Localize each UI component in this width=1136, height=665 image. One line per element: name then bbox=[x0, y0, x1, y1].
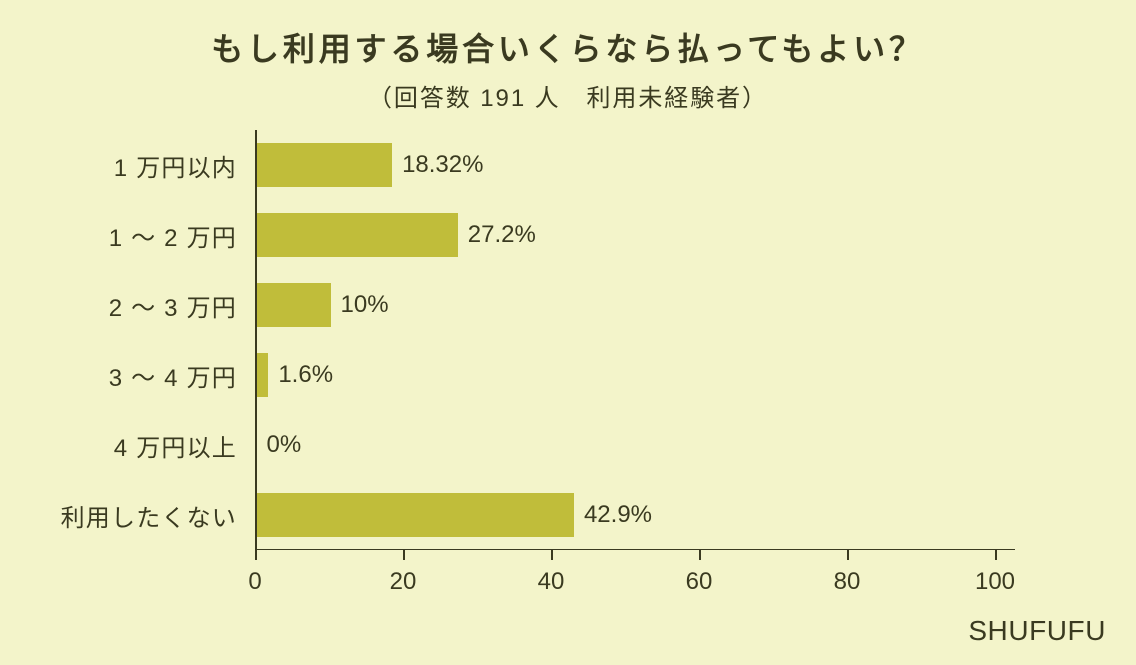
category-label: 1 〜 2 万円 bbox=[109, 218, 255, 253]
bar-row: 1 万円以内 18.32% bbox=[255, 130, 995, 200]
x-tick-label: 40 bbox=[538, 568, 565, 596]
bar-row: 利用したくない 42.9% bbox=[255, 480, 995, 550]
category-label: 4 万円以上 bbox=[114, 428, 255, 463]
plot-area: 1 万円以内 18.32% 1 〜 2 万円 27.2% 2 〜 3 万円 10… bbox=[255, 130, 995, 550]
footer-brand: SHUFUFU bbox=[968, 615, 1106, 647]
x-tick-label: 80 bbox=[834, 568, 861, 596]
bar bbox=[257, 493, 574, 537]
x-tick bbox=[699, 550, 701, 560]
x-tick bbox=[995, 550, 997, 560]
bar-row: 1 〜 2 万円 27.2% bbox=[255, 200, 995, 270]
category-label: 利用したくない bbox=[61, 498, 255, 533]
value-label: 1.6% bbox=[268, 340, 333, 410]
value-label: 18.32% bbox=[392, 130, 483, 200]
x-tick bbox=[847, 550, 849, 560]
x-tick-label: 60 bbox=[686, 568, 713, 596]
bar-row: 3 〜 4 万円 1.6% bbox=[255, 340, 995, 410]
chart-title: もし利用する場合いくらなら払ってもよい？ bbox=[0, 24, 1136, 70]
x-tick bbox=[403, 550, 405, 560]
x-tick-label: 0 bbox=[248, 568, 261, 596]
value-label: 42.9% bbox=[574, 480, 652, 550]
chart-canvas: もし利用する場合いくらなら払ってもよい？ （回答数 191 人 利用未経験者） … bbox=[0, 0, 1136, 665]
bar bbox=[257, 283, 331, 327]
value-label: 10% bbox=[331, 270, 389, 340]
x-tick-label: 20 bbox=[390, 568, 417, 596]
x-tick bbox=[551, 550, 553, 560]
category-label: 1 万円以内 bbox=[114, 148, 255, 183]
value-label: 27.2% bbox=[458, 200, 536, 270]
x-tick bbox=[255, 550, 257, 560]
bar bbox=[257, 353, 269, 397]
bar-row: 2 〜 3 万円 10% bbox=[255, 270, 995, 340]
value-label: 0% bbox=[257, 410, 302, 480]
bar-row: 4 万円以上 0% bbox=[255, 410, 995, 480]
category-label: 2 〜 3 万円 bbox=[109, 288, 255, 323]
bar bbox=[257, 213, 458, 257]
category-label: 3 〜 4 万円 bbox=[109, 358, 255, 393]
bar bbox=[257, 143, 393, 187]
x-tick-label: 100 bbox=[975, 568, 1015, 596]
chart-subtitle: （回答数 191 人 利用未経験者） bbox=[0, 78, 1136, 113]
